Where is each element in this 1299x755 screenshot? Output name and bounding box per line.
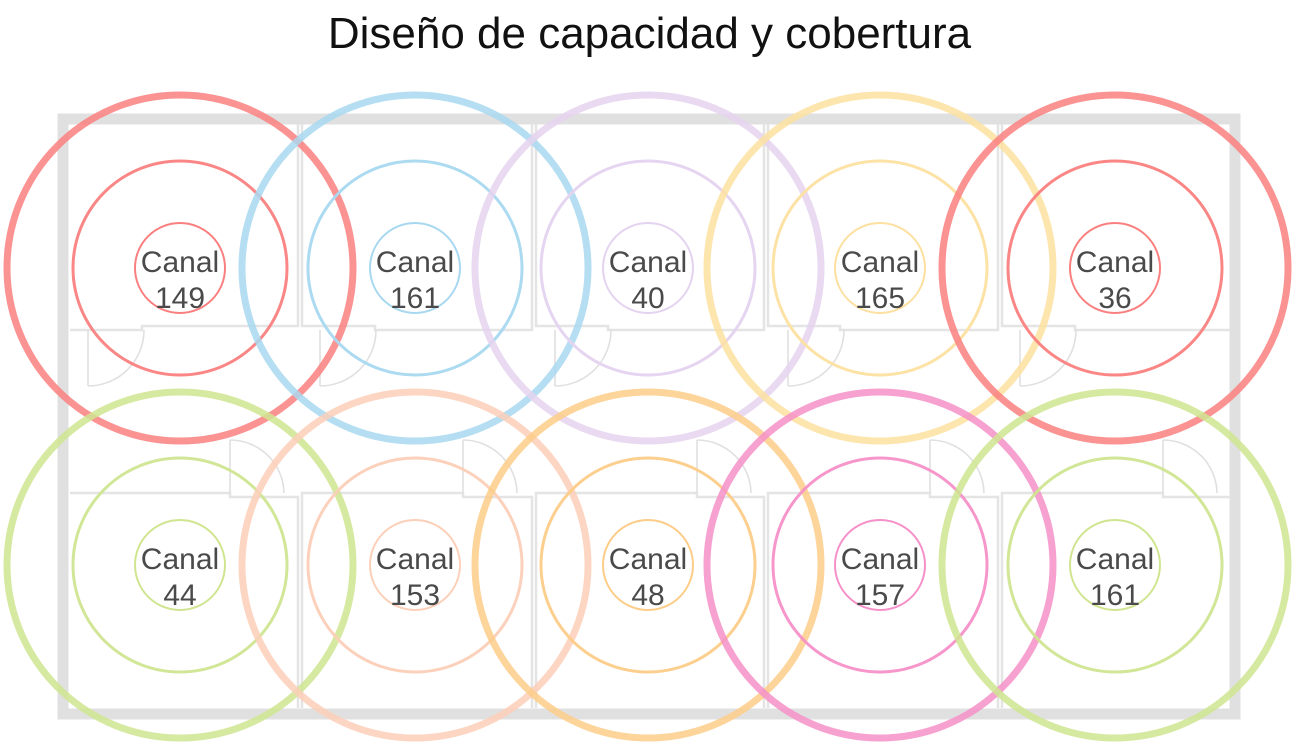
room-wall (534, 124, 766, 332)
room-wall (766, 124, 1000, 332)
coverage-ring-inner (134, 222, 226, 314)
coverage-ring-middle (539, 159, 757, 377)
door-swing (554, 329, 612, 387)
channel-number: 153 (390, 579, 440, 612)
door-swing (229, 439, 285, 494)
door-swing (87, 329, 145, 387)
room-wall (70, 491, 300, 708)
coverage-ring-inner (834, 222, 926, 314)
coverage-ring-inner (1069, 222, 1161, 314)
building-walls (57, 113, 1241, 720)
channel-number: 48 (631, 579, 664, 612)
room-wall (766, 491, 1000, 708)
coverage-ring-outer (703, 388, 1057, 742)
access-point-48 (471, 388, 825, 742)
room-wall (1000, 124, 1230, 332)
channel-label: Canal (376, 246, 454, 279)
channel-label: Canal (609, 543, 687, 576)
channel-number: 149 (155, 282, 205, 315)
coverage-ring-outer (238, 388, 592, 742)
coverage-ring-middle (1006, 159, 1224, 377)
coverage-ring-middle (71, 456, 289, 674)
coverage-ring-outer (938, 91, 1292, 445)
access-point-149 (3, 91, 357, 445)
coverage-ring-outer (238, 91, 592, 445)
channel-label: Canal (841, 246, 919, 279)
coverage-ring-middle (306, 159, 524, 377)
door-swing (462, 439, 518, 494)
access-point-44 (3, 388, 357, 742)
channel-number: 36 (1098, 282, 1131, 315)
coverage-ring-middle (771, 159, 989, 377)
channel-labels: Canal149Canal161Canal40Canal165Canal36Ca… (141, 246, 1154, 612)
access-point-157 (703, 388, 1057, 742)
channel-number: 165 (855, 282, 905, 315)
room-wall (70, 124, 300, 332)
room-wall (300, 124, 534, 332)
channel-label: Canal (1076, 543, 1154, 576)
coverage-rings (3, 91, 1292, 742)
coverage-ring-inner (134, 519, 226, 611)
coverage-ring-outer (471, 388, 825, 742)
coverage-ring-outer (3, 388, 357, 742)
access-point-153 (238, 388, 592, 742)
channel-label: Canal (141, 543, 219, 576)
coverage-ring-inner (1069, 519, 1161, 611)
diagram-title: Diseño de capacidad y cobertura (327, 9, 972, 58)
channel-number: 161 (1090, 579, 1140, 612)
room-wall (300, 491, 534, 708)
coverage-ring-inner (369, 222, 461, 314)
coverage-ring-outer (703, 91, 1057, 445)
access-point-36 (938, 91, 1292, 445)
channel-label: Canal (1076, 246, 1154, 279)
access-point-165 (703, 91, 1057, 445)
room-wall (534, 491, 766, 708)
access-point-161 (238, 91, 592, 445)
coverage-ring-outer (471, 91, 825, 445)
coverage-ring-middle (539, 456, 757, 674)
coverage-ring-outer (938, 388, 1292, 742)
access-point-40 (471, 91, 825, 445)
coverage-ring-inner (602, 222, 694, 314)
coverage-ring-middle (306, 456, 524, 674)
channel-label: Canal (609, 246, 687, 279)
coverage-ring-middle (71, 159, 289, 377)
door-swing (1019, 329, 1077, 387)
channel-number: 44 (163, 579, 196, 612)
coverage-ring-inner (602, 519, 694, 611)
access-point-161 (938, 388, 1292, 742)
channel-number: 161 (390, 282, 440, 315)
outer-wall (57, 113, 1241, 720)
coverage-ring-middle (771, 456, 989, 674)
coverage-ring-inner (834, 519, 926, 611)
doors (87, 329, 1218, 494)
door-swing (1162, 439, 1218, 494)
channel-label: Canal (141, 246, 219, 279)
door-swing (319, 329, 377, 387)
channel-label: Canal (841, 543, 919, 576)
channel-number: 40 (631, 282, 664, 315)
door-swing (787, 329, 845, 387)
door-swing (696, 439, 752, 494)
coverage-ring-inner (369, 519, 461, 611)
coverage-ring-outer (3, 91, 357, 445)
door-swing (929, 439, 985, 494)
coverage-ring-middle (1006, 456, 1224, 674)
channel-number: 157 (855, 579, 905, 612)
channel-label: Canal (376, 543, 454, 576)
